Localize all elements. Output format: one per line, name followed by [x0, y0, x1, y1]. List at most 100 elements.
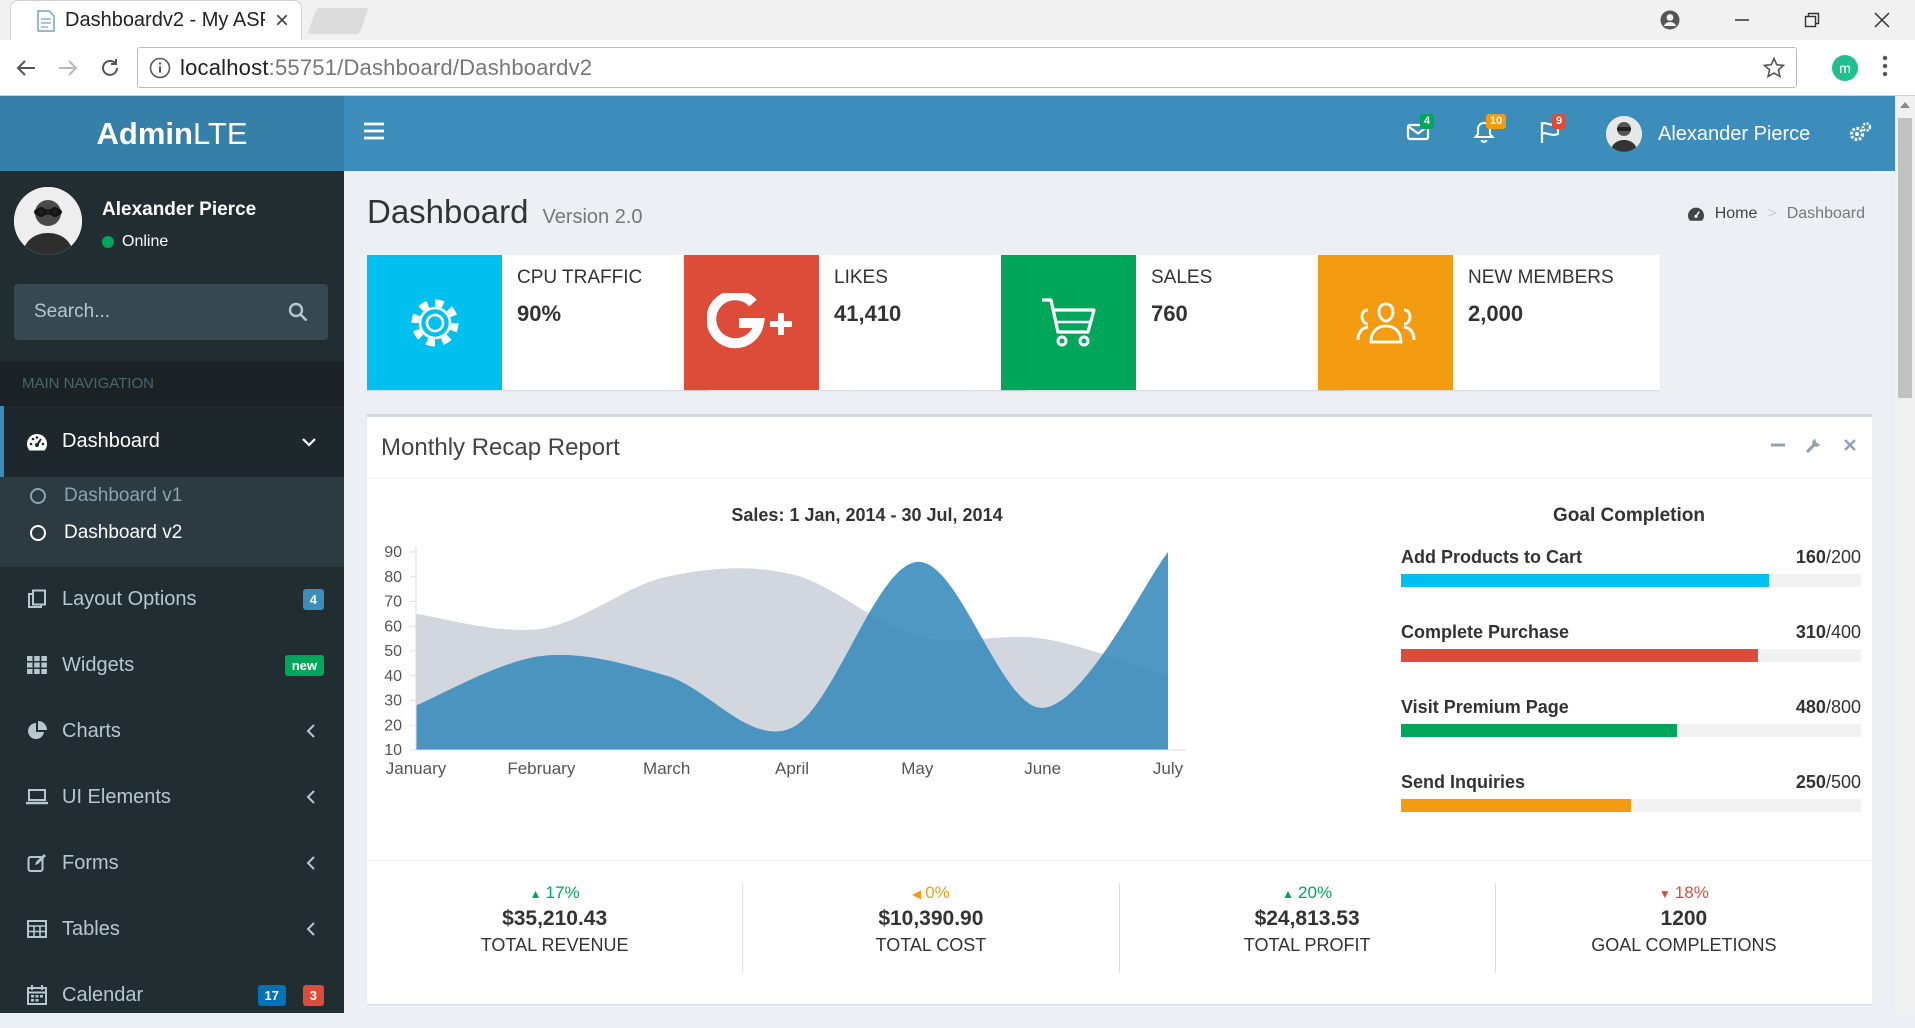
chart-y-tick-label: 40	[384, 668, 402, 685]
tab-title: Dashboardv2 - My ASP.N	[65, 9, 265, 32]
goal-label: Complete Purchase	[1401, 622, 1861, 643]
sidebar-item-tables[interactable]: Tables	[0, 896, 344, 962]
goal-label: Send Inquiries	[1401, 772, 1861, 793]
description-percentage: ▲17%	[367, 883, 742, 903]
goal-value: 160/200	[1796, 547, 1861, 568]
address-toolbar: localhost:55751/Dashboard/Dashboardv2 m	[0, 40, 1915, 96]
table-icon	[26, 918, 48, 940]
description-amount: $10,390.90	[743, 907, 1118, 931]
sidebar-item-ui-elements[interactable]: UI Elements	[0, 764, 344, 830]
browser-tab[interactable]: Dashboardv2 - My ASP.N ×	[10, 0, 302, 40]
caret-down-icon: ▼	[1659, 887, 1671, 901]
main-navigation-header: MAIN NAVIGATION	[0, 361, 344, 406]
url-text: localhost:55751/Dashboard/Dashboardv2	[180, 55, 592, 81]
address-bar[interactable]: localhost:55751/Dashboard/Dashboardv2	[137, 47, 1797, 88]
scroll-up-arrow-icon[interactable]	[1900, 102, 1910, 108]
box-title: Monthly Recap Report	[381, 434, 620, 462]
chevron-left-icon	[306, 724, 316, 738]
user-menu[interactable]: Alexander Pierce	[1606, 116, 1810, 152]
extension-icon[interactable]: m	[1832, 55, 1858, 81]
dashboard-submenu: Dashboard v1 Dashboard v2	[0, 477, 344, 567]
description-label: TOTAL PROFIT	[1120, 935, 1495, 956]
online-status[interactable]: Online	[102, 233, 256, 251]
description-percentage: ▲20%	[1120, 883, 1495, 903]
chart-x-tick-label: February	[507, 759, 576, 778]
calendar-badge-blue: 17	[258, 985, 286, 1006]
chart-x-tick-label: January	[386, 759, 447, 778]
goal-value: 480/800	[1796, 697, 1861, 718]
sidebar-item-charts[interactable]: Charts	[0, 698, 344, 764]
search-input[interactable]	[34, 301, 288, 323]
content-wrapper: Dashboard Version 2.0 Home > Dashboard C…	[344, 171, 1895, 1013]
profile-icon[interactable]	[1652, 4, 1688, 36]
search-icon[interactable]	[288, 302, 308, 322]
control-sidebar-gears-icon[interactable]	[1848, 122, 1872, 144]
description-amount: 1200	[1496, 907, 1872, 931]
sidebar-item-dashboard[interactable]: Dashboard	[0, 406, 344, 477]
browser-titlebar: Dashboardv2 - My ASP.N ×	[0, 0, 1915, 40]
sidebar-toggle-icon[interactable]	[364, 122, 384, 140]
info-box-icon-area	[684, 255, 819, 390]
page-scrollbar[interactable]	[1895, 96, 1915, 1013]
info-box-value: 760	[1151, 301, 1188, 327]
notifications-menu[interactable]: 10	[1472, 120, 1496, 144]
restore-icon[interactable]	[1794, 4, 1830, 36]
sidebar-item-forms[interactable]: Forms	[0, 830, 344, 896]
files-icon	[26, 588, 48, 610]
chart-x-tick-label: April	[775, 759, 809, 778]
tab-close-icon[interactable]: ×	[275, 9, 289, 33]
minimize-icon[interactable]	[1724, 4, 1760, 36]
reload-icon[interactable]	[92, 50, 128, 86]
minus-icon[interactable]	[1770, 437, 1786, 453]
monthly-recap-report-box: Monthly Recap Report Sales: 1 Jan, 2014 …	[367, 414, 1872, 1004]
caret-up-icon: ▲	[530, 887, 542, 901]
sidebar-item-calendar[interactable]: Calendar 17 3	[0, 962, 344, 1028]
page-version: Version 2.0	[542, 206, 642, 229]
info-box-new-members: NEW MEMBERS 2,000	[1318, 255, 1660, 390]
info-box-label: LIKES	[834, 267, 888, 289]
submenu-item-dashboard-v1[interactable]: Dashboard v1	[30, 485, 182, 507]
info-box-value: 2,000	[1468, 301, 1523, 327]
chart-y-tick-label: 50	[384, 643, 402, 660]
messages-badge: 4	[1420, 114, 1434, 129]
scrollbar-thumb[interactable]	[1898, 118, 1912, 398]
bookmark-star-icon[interactable]	[1762, 56, 1786, 80]
chart-y-tick-label: 10	[384, 742, 402, 759]
progress-bar	[1401, 649, 1758, 662]
notifications-badge: 10	[1486, 114, 1506, 129]
breadcrumb-home-link[interactable]: Home	[1715, 205, 1758, 223]
description-amount: $35,210.43	[367, 907, 742, 931]
tasks-menu[interactable]: 9	[1538, 120, 1562, 144]
forward-icon[interactable]	[50, 50, 86, 86]
close-icon[interactable]	[1842, 437, 1858, 453]
layout-options-badge: 4	[303, 589, 324, 610]
site-info-icon[interactable]	[148, 56, 172, 80]
breadcrumb-current: Dashboard	[1787, 205, 1865, 223]
chevron-left-icon	[306, 790, 316, 804]
goal-label: Visit Premium Page	[1401, 697, 1861, 718]
dashboard-icon	[26, 431, 48, 453]
info-box-sales: SALES 760	[1001, 255, 1343, 390]
top-navbar: 4 10 9 Alexander Pierce	[344, 96, 1895, 171]
new-tab-button[interactable]	[307, 8, 368, 34]
progress-track	[1401, 574, 1861, 587]
progress-track	[1401, 724, 1861, 737]
browser-menu-icon[interactable]	[1882, 54, 1888, 78]
submenu-item-dashboard-v2[interactable]: Dashboard v2	[30, 522, 182, 544]
th-icon	[26, 654, 48, 676]
back-icon[interactable]	[8, 50, 44, 86]
calendar-icon	[26, 984, 48, 1006]
sidebar-item-layout-options[interactable]: Layout Options 4	[0, 566, 344, 632]
chart-y-tick-label: 90	[384, 544, 402, 561]
close-window-icon[interactable]	[1864, 4, 1900, 36]
sidebar-item-widgets[interactable]: Widgets new	[0, 632, 344, 698]
chart-y-tick-label: 30	[384, 693, 402, 710]
wrench-icon[interactable]	[1806, 437, 1822, 453]
chart-x-tick-label: March	[643, 759, 690, 778]
messages-menu[interactable]: 4	[1406, 120, 1430, 144]
info-box-value: 90%	[517, 301, 561, 327]
